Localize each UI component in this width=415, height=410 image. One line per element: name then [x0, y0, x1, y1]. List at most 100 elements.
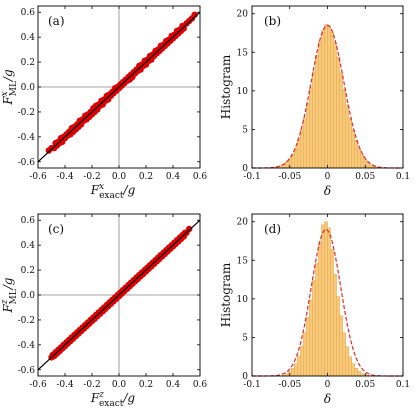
y-tick-label: 0.0: [21, 291, 36, 301]
panel-label: (d): [264, 222, 281, 236]
histogram-bar: [357, 371, 361, 377]
histogram-bar: [321, 30, 325, 169]
histogram-bar: [327, 25, 331, 169]
y-axis-label: Histogram: [219, 54, 233, 119]
histogram-bar: [354, 368, 358, 377]
scatter-point: [186, 225, 193, 233]
x-tick-label: 0.05: [355, 380, 375, 390]
x-label-sub: exact: [99, 191, 124, 201]
histogram-bar: [351, 363, 355, 377]
histogram-bar: [297, 139, 301, 169]
x-label-main: F: [90, 391, 100, 405]
x-label-main: F: [90, 183, 100, 197]
y-label-tail: /g: [1, 69, 15, 82]
x-label-sup: z: [98, 390, 104, 400]
panel-label: (c): [48, 222, 64, 236]
panel-label: (b): [264, 14, 281, 28]
y-label-sub: ML: [9, 289, 19, 304]
histogram-bar: [345, 104, 349, 169]
histogram-bar: [318, 41, 322, 169]
histogram-bar: [360, 154, 364, 169]
y-tick-label: 10: [237, 295, 249, 305]
panel-a-scatter: -0.6 -0.4 -0.2 0.0 0.2 0.4 0.6 -0.6 -0.4 -0.2 0.0 0…: [0, 5, 208, 201]
histogram-bar: [324, 221, 328, 377]
x-tick-label: -0.2: [83, 172, 100, 182]
histogram-bar: [336, 56, 340, 169]
y-tick-label: -0.4: [18, 133, 36, 143]
x-axis-label: δ: [324, 184, 331, 198]
x-tick-label: 0.4: [166, 172, 181, 182]
x-tick-label: -0.6: [29, 172, 47, 182]
histogram-bar: [303, 117, 307, 169]
y-label-sup: z: [0, 299, 10, 305]
histogram-bar: [324, 24, 328, 169]
x-tick-label: 0.4: [166, 380, 181, 390]
y-tick-label: 0.4: [21, 241, 36, 251]
histogram-bar: [339, 315, 343, 377]
x-tick-label: 0.1: [396, 172, 410, 182]
gaussian-fit-line: [252, 24, 403, 169]
histogram-bar: [333, 42, 337, 169]
x-axis-label: Fz exact/g: [90, 390, 136, 409]
x-tick-label: -0.6: [29, 380, 47, 390]
histogram-bar: [306, 317, 310, 377]
y-tick-label: 10: [237, 87, 249, 97]
histogram-bar: [351, 129, 355, 169]
histogram-bar: [327, 227, 331, 377]
histogram-bar: [330, 249, 334, 377]
x-tick-label: 0.1: [396, 380, 410, 390]
x-tick-label: 0.0: [112, 172, 127, 182]
y-tick-label: -0.6: [18, 366, 36, 376]
y-axis-label: FxML/g: [0, 69, 19, 106]
y-tick-label: 0.0: [21, 83, 36, 93]
scatter-point: [180, 25, 187, 32]
y-tick-label: -0.6: [18, 158, 36, 168]
histogram-bar: [300, 345, 304, 377]
x-tick-label: 0: [325, 172, 331, 182]
panel-b-histogram: -0.1 -0.05 0 0.05 0.1 0 5 10 15 20 (b) δ Histogram: [219, 5, 410, 198]
y-label-main: F: [1, 96, 15, 106]
histogram-bar: [345, 346, 349, 377]
histogram-bar: [315, 263, 319, 377]
histogram-bar: [318, 243, 322, 377]
y-tick-label: 20: [237, 10, 249, 20]
histogram-bar: [312, 280, 316, 377]
histogram-bar: [342, 332, 346, 377]
x-tick-label: 0.6: [193, 172, 208, 182]
panel-c-scatter: -0.6 -0.4 -0.2 0.0 0.2 0.4 0.6 -0.6 -0.4 -0.2 0.0 0…: [0, 213, 207, 409]
y-label-main: F: [1, 304, 15, 314]
y-label-sup: x: [0, 91, 10, 96]
y-tick-label: -0.2: [18, 108, 35, 118]
y-tick-label: -0.2: [18, 316, 35, 326]
histogram-bar: [339, 72, 343, 169]
histogram-bar: [312, 71, 316, 169]
histogram-bar: [348, 356, 352, 377]
histogram-bar: [294, 147, 298, 169]
panel-label: (a): [48, 14, 65, 28]
y-axis-label: Histogram: [219, 262, 233, 327]
scatter-cloud: [48, 225, 193, 361]
x-tick-label: -0.1: [243, 380, 260, 390]
histogram-bar: [309, 299, 313, 377]
histogram-bar: [342, 89, 346, 169]
y-tick-label: 0.4: [21, 33, 36, 43]
y-label-sub: ML: [9, 81, 19, 96]
histogram-bar: [315, 55, 319, 169]
y-tick-label: 5: [242, 125, 248, 135]
histogram-bar: [300, 129, 304, 169]
y-tick-label: 5: [242, 333, 248, 343]
y-tick-label: -0.4: [18, 341, 36, 351]
diagonal-line: [38, 219, 200, 371]
x-tick-label: 0.2: [139, 380, 153, 390]
y-tick-label: 15: [237, 256, 249, 266]
histogram-bar: [321, 224, 325, 377]
histogram-bar: [303, 332, 307, 377]
x-label-tail: /g: [123, 183, 136, 197]
y-tick-label: 15: [237, 48, 249, 58]
x-label-sub: exact: [99, 399, 124, 409]
histogram-bar: [306, 102, 310, 169]
histogram-bar: [284, 161, 289, 169]
y-tick-label: 0.6: [21, 8, 36, 18]
histogram-bar: [309, 87, 313, 169]
